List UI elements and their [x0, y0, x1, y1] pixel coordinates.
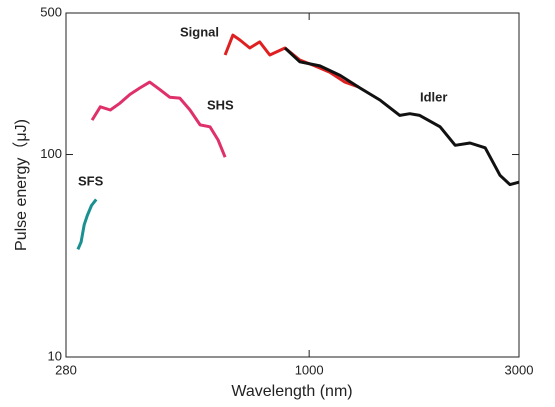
x-axis-title: Wavelength (nm): [231, 383, 352, 400]
series-line: [90, 80, 227, 158]
series-line: [283, 46, 520, 187]
series-label: Idler: [420, 89, 447, 104]
series-line: [223, 33, 359, 89]
series-label: SHS: [207, 97, 234, 112]
y-tick-label: 100: [40, 146, 62, 161]
x-tick-label: 280: [55, 362, 77, 377]
plot-frame: [65, 12, 520, 358]
series-label: Signal: [180, 24, 219, 39]
y-tick-label: 500: [40, 4, 62, 19]
y-axis-title: Pulse energy（μJ): [12, 119, 30, 251]
series-line: [76, 198, 98, 250]
x-tick-label: 1000: [295, 362, 324, 377]
series-label: SFS: [78, 173, 104, 188]
y-tick-label: 10: [48, 348, 62, 363]
x-tick-label: 3000: [505, 362, 534, 377]
